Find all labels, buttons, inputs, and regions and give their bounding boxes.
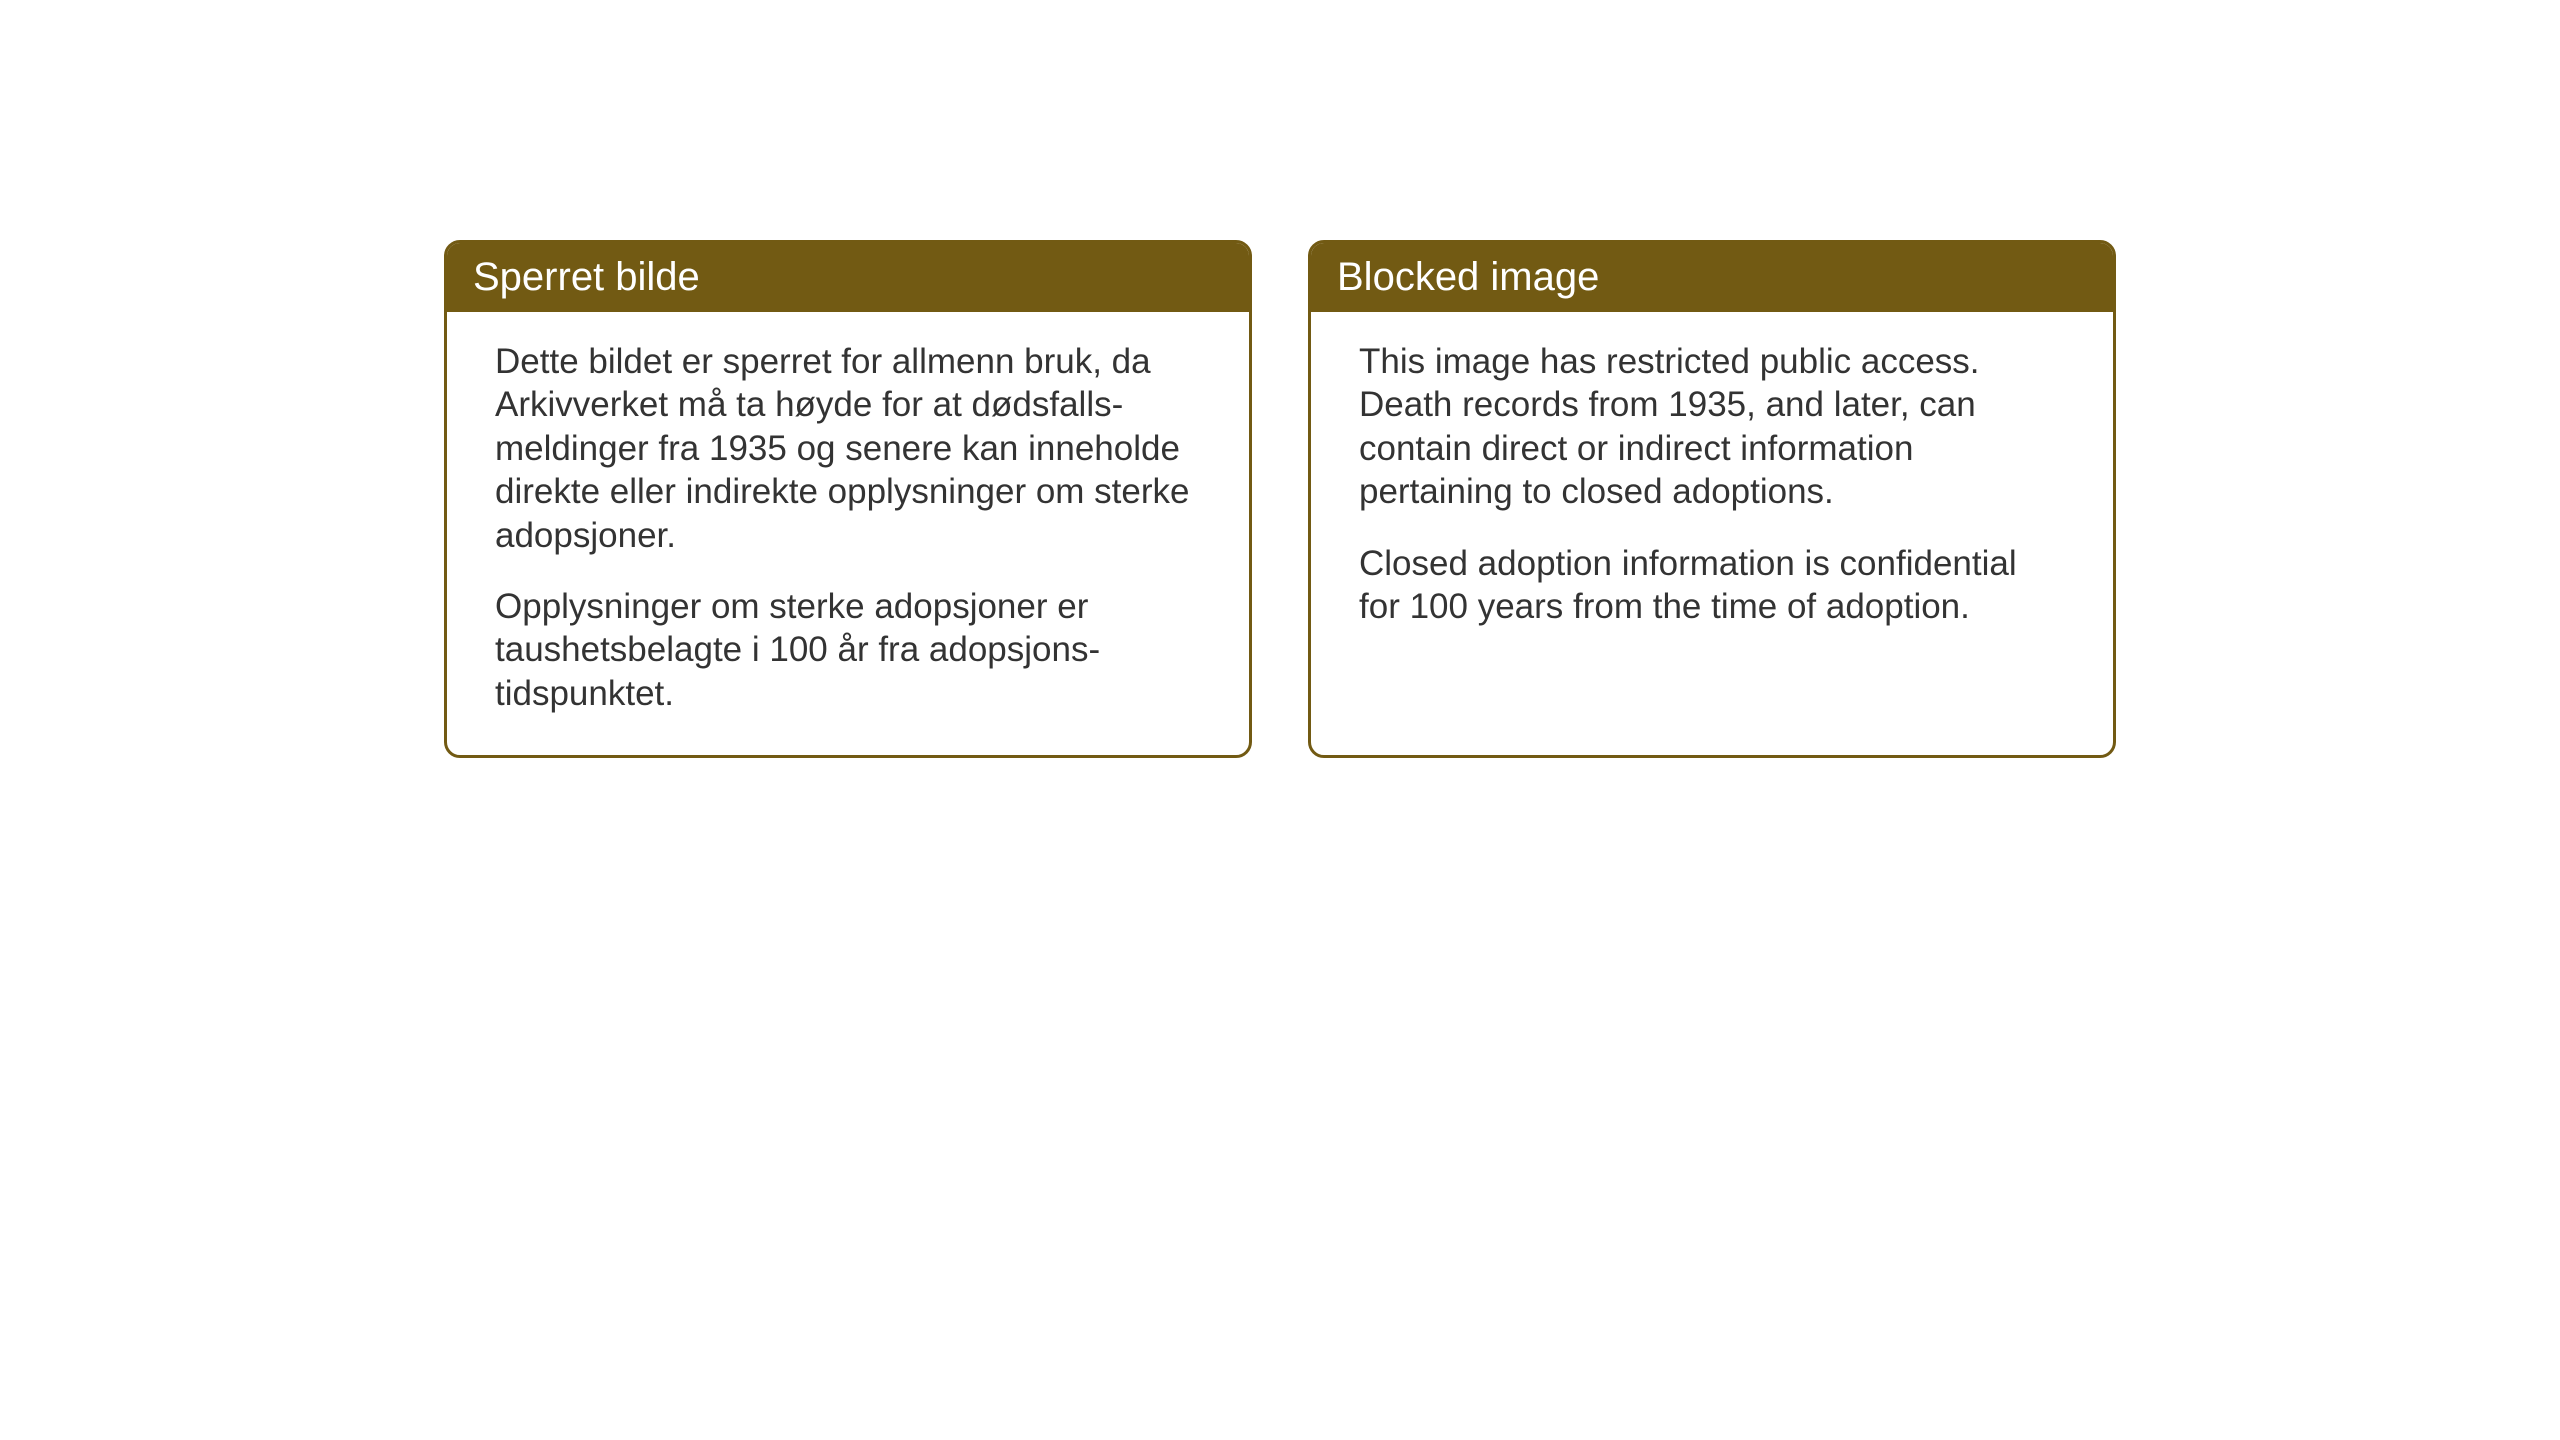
english-paragraph-1: This image has restricted public access.… — [1359, 340, 2065, 514]
english-card-body: This image has restricted public access.… — [1311, 312, 2113, 702]
norwegian-paragraph-1: Dette bildet er sperret for allmenn bruk… — [495, 340, 1201, 557]
norwegian-card-title: Sperret bilde — [447, 243, 1249, 312]
english-notice-card: Blocked image This image has restricted … — [1308, 240, 2116, 758]
notice-container: Sperret bilde Dette bildet er sperret fo… — [444, 240, 2116, 758]
norwegian-notice-card: Sperret bilde Dette bildet er sperret fo… — [444, 240, 1252, 758]
english-card-title: Blocked image — [1311, 243, 2113, 312]
norwegian-paragraph-2: Opplysninger om sterke adopsjoner er tau… — [495, 585, 1201, 715]
english-paragraph-2: Closed adoption information is confident… — [1359, 542, 2065, 629]
norwegian-card-body: Dette bildet er sperret for allmenn bruk… — [447, 312, 1249, 755]
